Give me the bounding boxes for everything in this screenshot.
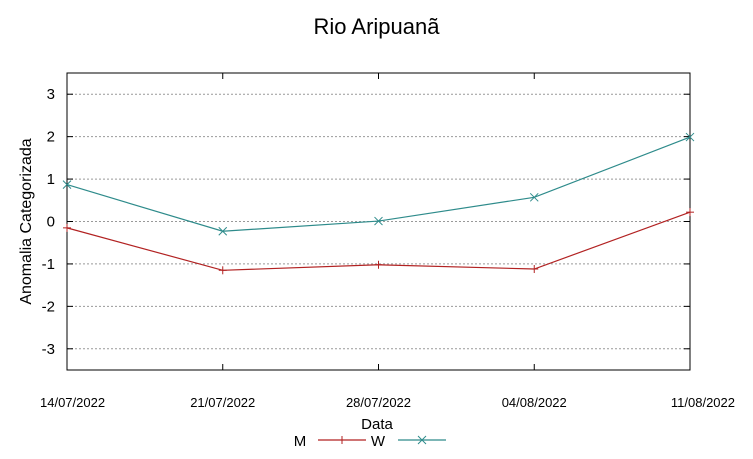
y-tick-label: -3 — [42, 341, 55, 358]
x-tick-label: 28/07/2022 — [346, 395, 411, 410]
series-lines — [62, 132, 695, 275]
y-tick-label: 2 — [47, 129, 55, 146]
marker-stroke — [218, 226, 228, 236]
series-w — [62, 132, 695, 236]
chart-title: Rio Aripuanã — [313, 14, 440, 39]
y-tick-label: 3 — [47, 86, 55, 103]
marker-stroke — [529, 192, 539, 202]
data-point — [686, 208, 694, 217]
data-point — [218, 266, 227, 275]
legend-entry-m: M — [294, 433, 366, 450]
series-line — [66, 136, 691, 232]
y-tick-label: -1 — [42, 256, 55, 273]
legend-entry-w: W — [371, 433, 446, 450]
legend-label: M — [294, 433, 307, 450]
y-axis-label: Anomalia Categorizada — [18, 138, 35, 304]
data-point — [374, 260, 383, 269]
x-tick-label: 14/07/2022 — [40, 395, 105, 410]
data-point — [218, 226, 228, 236]
x-axis-label: Data — [361, 416, 393, 433]
marker-stroke — [62, 180, 72, 189]
data-point — [374, 216, 383, 226]
data-point — [63, 223, 71, 232]
x-tick-label: 04/08/2022 — [502, 395, 567, 410]
y-tick-label: 0 — [47, 214, 55, 231]
x-tick-label: 11/08/2022 — [671, 395, 735, 410]
data-point — [530, 265, 539, 274]
legend-label: W — [371, 433, 386, 450]
marker-stroke — [685, 132, 695, 142]
series-m — [63, 208, 694, 275]
marker-stroke — [417, 435, 427, 445]
x-axis-ticks: 14/07/2022 21/07/2022 28/07/2022 04/08/2022… — [40, 73, 735, 410]
y-axis-ticks: -3 -2 -1 0 1 2 3 — [42, 86, 690, 358]
data-point — [529, 192, 539, 202]
y-tick-label: -2 — [42, 298, 55, 315]
marker-stroke — [374, 216, 383, 226]
y-tick-label: 1 — [47, 171, 55, 188]
data-point — [417, 435, 427, 445]
data-point — [338, 436, 346, 444]
x-tick-label: 21/07/2022 — [190, 395, 255, 410]
data-point — [62, 180, 72, 189]
data-point — [685, 132, 695, 142]
